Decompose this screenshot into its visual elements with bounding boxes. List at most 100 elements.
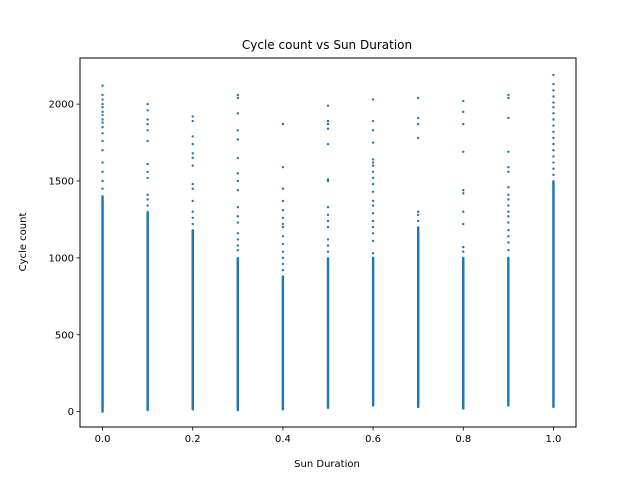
data-point	[236, 138, 240, 141]
y-tick-label: 1500	[49, 177, 74, 188]
data-point	[236, 244, 240, 247]
data-point	[101, 139, 104, 143]
data-point	[507, 256, 510, 260]
data-point	[326, 127, 330, 130]
data-point	[236, 96, 240, 100]
data-point	[462, 210, 465, 213]
data-point	[281, 225, 285, 229]
data-point	[146, 204, 149, 207]
data-point	[371, 225, 375, 229]
data-point	[236, 189, 240, 192]
data-point	[101, 170, 104, 173]
data-point	[552, 124, 555, 127]
data-point	[371, 232, 375, 235]
data-point	[552, 101, 555, 104]
data-point	[281, 209, 285, 212]
data-point	[236, 248, 240, 252]
data-point	[101, 102, 104, 106]
data-point	[507, 198, 510, 201]
data-point	[146, 129, 149, 132]
data-point	[146, 198, 149, 201]
data-point	[507, 116, 510, 120]
data-point	[552, 173, 555, 177]
data-point	[146, 162, 149, 166]
data-point	[281, 199, 285, 203]
data-point	[236, 93, 240, 97]
data-point	[101, 132, 104, 135]
data-point	[507, 185, 510, 189]
data-point	[507, 210, 510, 213]
data-point	[326, 205, 330, 209]
data-point	[236, 238, 240, 241]
data-point	[326, 213, 330, 217]
data-point	[101, 98, 104, 101]
data-point	[281, 256, 285, 260]
data-point	[552, 167, 555, 170]
data-point	[371, 252, 375, 255]
data-point	[146, 193, 149, 197]
data-point	[416, 226, 420, 229]
x-tick-label: 0.4	[275, 434, 291, 445]
data-point	[101, 121, 104, 124]
data-point	[371, 164, 375, 167]
data-point	[101, 118, 104, 121]
data-point	[281, 165, 285, 169]
chart-title: Cycle count vs Sun Duration	[242, 38, 412, 52]
x-tick-label: 0.6	[365, 434, 381, 445]
data-point	[191, 222, 194, 226]
data-point	[552, 149, 555, 152]
data-point	[101, 187, 104, 190]
data-point	[101, 93, 104, 97]
y-tick-label: 1000	[49, 253, 74, 264]
data-point	[146, 109, 149, 112]
data-point	[416, 213, 420, 217]
data-point	[191, 142, 194, 146]
data-point	[416, 122, 420, 126]
x-tick-label: 0.0	[95, 434, 111, 445]
data-point	[326, 257, 330, 260]
data-point	[462, 192, 465, 195]
data-point	[507, 193, 510, 197]
data-point	[101, 125, 104, 129]
data-point	[281, 250, 285, 253]
data-point	[236, 215, 240, 218]
data-point	[281, 268, 285, 272]
data-point	[371, 119, 375, 123]
data-point	[462, 245, 465, 249]
data-point	[236, 256, 240, 260]
data-point	[191, 135, 194, 138]
data-point	[462, 250, 465, 253]
data-point	[552, 82, 555, 86]
data-point	[507, 204, 510, 207]
data-point	[416, 136, 420, 140]
data-point	[191, 216, 194, 220]
data-point	[191, 187, 194, 190]
data-point	[552, 106, 555, 109]
data-point	[371, 161, 375, 164]
data-point	[101, 161, 104, 164]
data-point	[101, 113, 104, 117]
data-point	[552, 130, 555, 133]
data-point	[371, 98, 375, 101]
data-point	[552, 161, 555, 164]
data-point	[371, 219, 375, 223]
data-point	[462, 222, 465, 226]
y-tick-label: 2000	[49, 100, 74, 111]
plot-frame	[79, 57, 577, 428]
data-point	[416, 116, 420, 120]
data-point	[146, 139, 149, 143]
data-point	[552, 142, 555, 146]
data-point	[281, 216, 285, 220]
data-point	[326, 122, 330, 126]
data-point	[326, 104, 330, 107]
data-point	[371, 212, 375, 215]
data-point	[371, 182, 375, 186]
data-point	[191, 182, 194, 186]
x-tick-label: 0.2	[185, 434, 201, 445]
data-point	[326, 119, 330, 123]
data-point	[507, 215, 510, 218]
data-point	[371, 158, 375, 161]
data-point	[326, 225, 330, 229]
data-point	[101, 179, 104, 183]
